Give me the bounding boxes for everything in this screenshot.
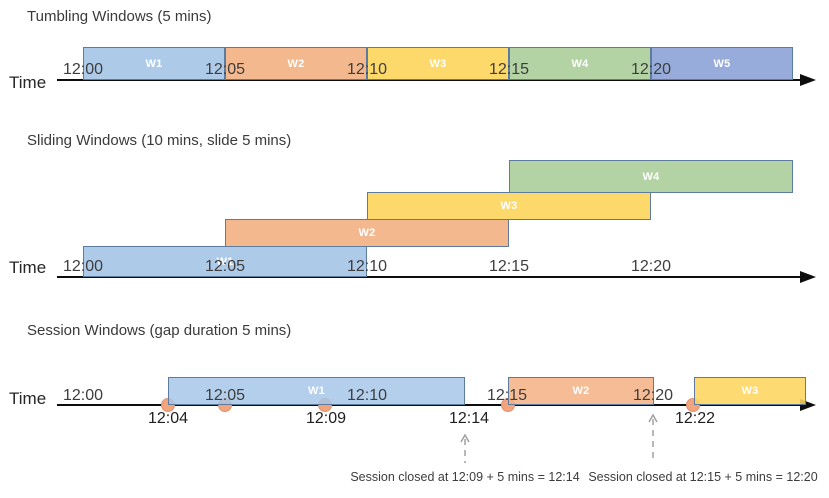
tick-label: 12:10 [346, 387, 388, 404]
sliding-window-w4: W4 [509, 160, 793, 193]
dashed-up-arrow-icon [648, 413, 658, 463]
session-time-label: Time [9, 389, 47, 408]
event-time-label: 12:22 [674, 410, 716, 427]
tumbling-window-w1: W1 [83, 47, 225, 80]
session-title: Session Windows (gap duration 5 mins) [27, 322, 292, 339]
tick-label: 12:15 [486, 387, 528, 404]
session-window-w3: W3 [694, 377, 806, 405]
tick-label: 12:10 [346, 258, 388, 275]
tick-label: 12:15 [488, 258, 530, 275]
tumbling-time-axis [57, 79, 802, 81]
tumbling-window-w3: W3 [367, 47, 509, 80]
sliding-window-w2: W2 [225, 219, 509, 247]
tick-label: 12:05 [204, 61, 246, 78]
dashed-up-arrow-icon [460, 433, 470, 463]
window-label: W4 [571, 57, 589, 70]
tumbling-window-w5: W5 [651, 47, 793, 80]
session-window-w1: W1 [168, 377, 465, 405]
tumbling-title: Tumbling Windows (5 mins) [27, 8, 212, 25]
session-window-w2: W2 [508, 377, 654, 405]
sliding-window-w1: W1 [83, 246, 367, 277]
tick-label: 12:15 [488, 61, 530, 78]
session-annotation: Session closed at 12:15 + 5 mins = 12:20 [588, 470, 818, 484]
tumbling-window-w2: W2 [225, 47, 367, 80]
window-label: W2 [358, 227, 376, 239]
window-label: W5 [713, 57, 731, 70]
sliding-time-axis [57, 276, 802, 278]
sliding-time-label: Time [9, 258, 47, 277]
tick-label: 12:05 [204, 387, 246, 404]
window-label: W3 [429, 57, 447, 70]
window-label: W1 [307, 385, 326, 397]
window-label: W3 [741, 385, 759, 397]
window-label: W2 [572, 385, 590, 397]
event-time-label: 12:14 [448, 410, 490, 427]
tick-label: 12:20 [630, 258, 672, 275]
window-label: W2 [287, 57, 305, 70]
event-time-label: 12:09 [305, 410, 347, 427]
tick-label: 12:00 [62, 258, 104, 275]
tumbling-axis-arrow-icon [800, 74, 816, 86]
session-time-axis [57, 404, 802, 406]
sliding-axis-arrow-icon [800, 271, 816, 283]
window-label: W4 [642, 170, 660, 183]
tumbling-window-w4: W4 [509, 47, 651, 80]
tick-label: 12:20 [630, 61, 672, 78]
event-time-label: 12:04 [147, 410, 189, 427]
tick-label: 12:00 [62, 61, 104, 78]
sliding-title: Sliding Windows (10 mins, slide 5 mins) [27, 132, 292, 149]
tick-label: 12:00 [62, 387, 104, 404]
tumbling-time-label: Time [9, 73, 47, 92]
window-label: W3 [500, 200, 518, 212]
tick-label: 12:10 [346, 61, 388, 78]
session-annotation: Session closed at 12:09 + 5 mins = 12:14 [350, 470, 580, 484]
tick-label: 12:20 [632, 387, 674, 404]
window-label: W1 [216, 255, 234, 268]
window-label: W1 [145, 57, 163, 70]
sliding-window-w3: W3 [367, 192, 651, 220]
tick-label: 12:05 [204, 258, 246, 275]
